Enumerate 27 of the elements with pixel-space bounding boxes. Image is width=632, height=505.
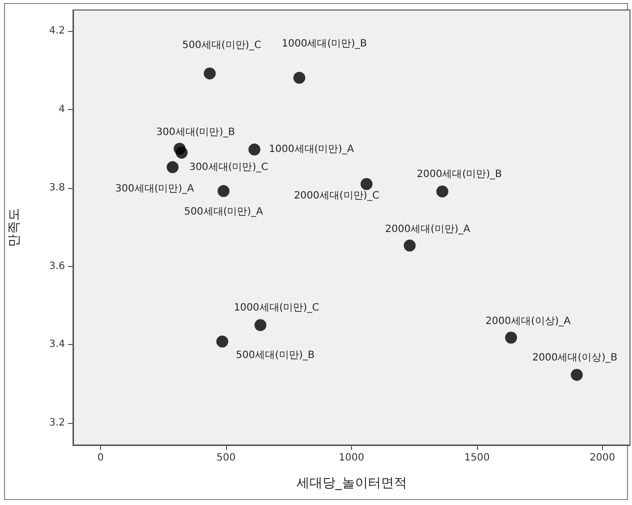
annotation: 500세대(미만)_A xyxy=(184,206,264,218)
annotation: 500세대(미만)_B xyxy=(236,350,315,362)
annotation: 2000세대(이상)_B xyxy=(532,352,618,364)
y-axis-title: 만족도 xyxy=(7,208,22,247)
annotation: 2000세대(이상)_A xyxy=(486,316,571,328)
x-tick-label: 0 xyxy=(97,452,104,464)
x-tick-label: 1500 xyxy=(464,452,490,464)
y-tick-label: 3.8 xyxy=(49,182,65,194)
y-tick-label: 3.2 xyxy=(49,418,65,429)
annotation: 1000세대(미만)_A xyxy=(268,144,354,156)
x-tick-label: 1000 xyxy=(338,452,364,464)
y-tick-label: 4 xyxy=(58,104,65,116)
annotation: 500세대(미만)_C xyxy=(182,40,262,51)
y-tick-label: 3.6 xyxy=(49,260,65,272)
annotation: 2000세대(미만)_C xyxy=(294,190,380,202)
annotation: 300세대(미만)_B xyxy=(156,127,236,138)
x-axis-title: 세대당_놀이터면적 xyxy=(296,476,407,491)
y-tick-label: 4.2 xyxy=(49,26,65,37)
x-tick-label: 2000 xyxy=(590,452,616,464)
annotation: 2000세대(미만)_B xyxy=(416,168,502,180)
annotation: 2000세대(미만)_A xyxy=(385,224,470,236)
annotation: 300세대(미만)_C xyxy=(189,162,268,174)
annotation: 300세대(미만)_A xyxy=(115,184,194,195)
x-tick-label: 500 xyxy=(216,452,236,464)
annotation: 1000세대(미만)_C xyxy=(234,302,320,314)
y-tick-label: 3.4 xyxy=(49,339,65,350)
annotation: 1000세대(미만)_B xyxy=(282,38,367,50)
